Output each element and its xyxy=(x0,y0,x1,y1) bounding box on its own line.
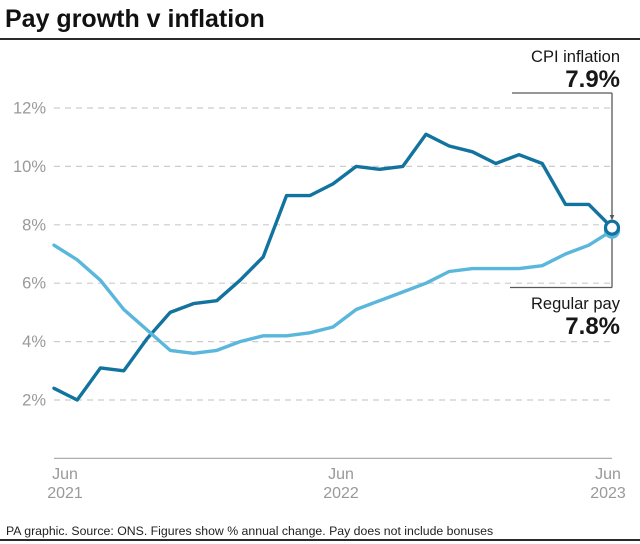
svg-text:2022: 2022 xyxy=(323,485,359,502)
svg-text:Jun: Jun xyxy=(595,466,621,483)
svg-text:Jun: Jun xyxy=(52,466,78,483)
svg-text:6%: 6% xyxy=(22,275,46,293)
svg-text:2023: 2023 xyxy=(590,485,626,502)
svg-text:10%: 10% xyxy=(13,158,46,176)
svg-text:2021: 2021 xyxy=(47,485,83,502)
svg-text:8%: 8% xyxy=(22,216,46,234)
svg-text:4%: 4% xyxy=(22,333,46,351)
svg-text:12%: 12% xyxy=(13,100,46,118)
svg-text:Jun: Jun xyxy=(328,466,354,483)
svg-text:2%: 2% xyxy=(22,392,46,410)
